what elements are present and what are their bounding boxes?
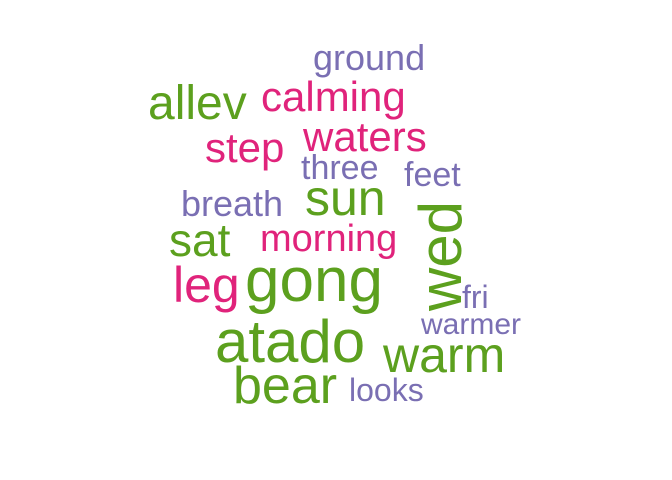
word-three: three: [301, 149, 379, 187]
word-warmer: warmer: [421, 308, 522, 341]
word-waters: waters: [303, 113, 427, 160]
word-ground: ground: [313, 37, 426, 78]
word-step: step: [205, 124, 285, 171]
word-breath: breath: [181, 183, 284, 224]
word-calming: calming: [261, 73, 406, 120]
word-looks: looks: [349, 372, 424, 408]
word-warm: warm: [383, 327, 506, 383]
word-leg: leg: [173, 257, 240, 313]
word-feet: feet: [404, 156, 461, 194]
word-sat: sat: [169, 214, 231, 266]
word-bear: bear: [233, 357, 338, 415]
word-morning: morning: [260, 218, 398, 260]
word-fri: fri: [462, 279, 489, 315]
word-atado: atado: [215, 308, 366, 375]
word-sun: sun: [305, 170, 386, 226]
word-gong: gong: [245, 246, 383, 315]
word-allev: allev: [148, 77, 247, 130]
